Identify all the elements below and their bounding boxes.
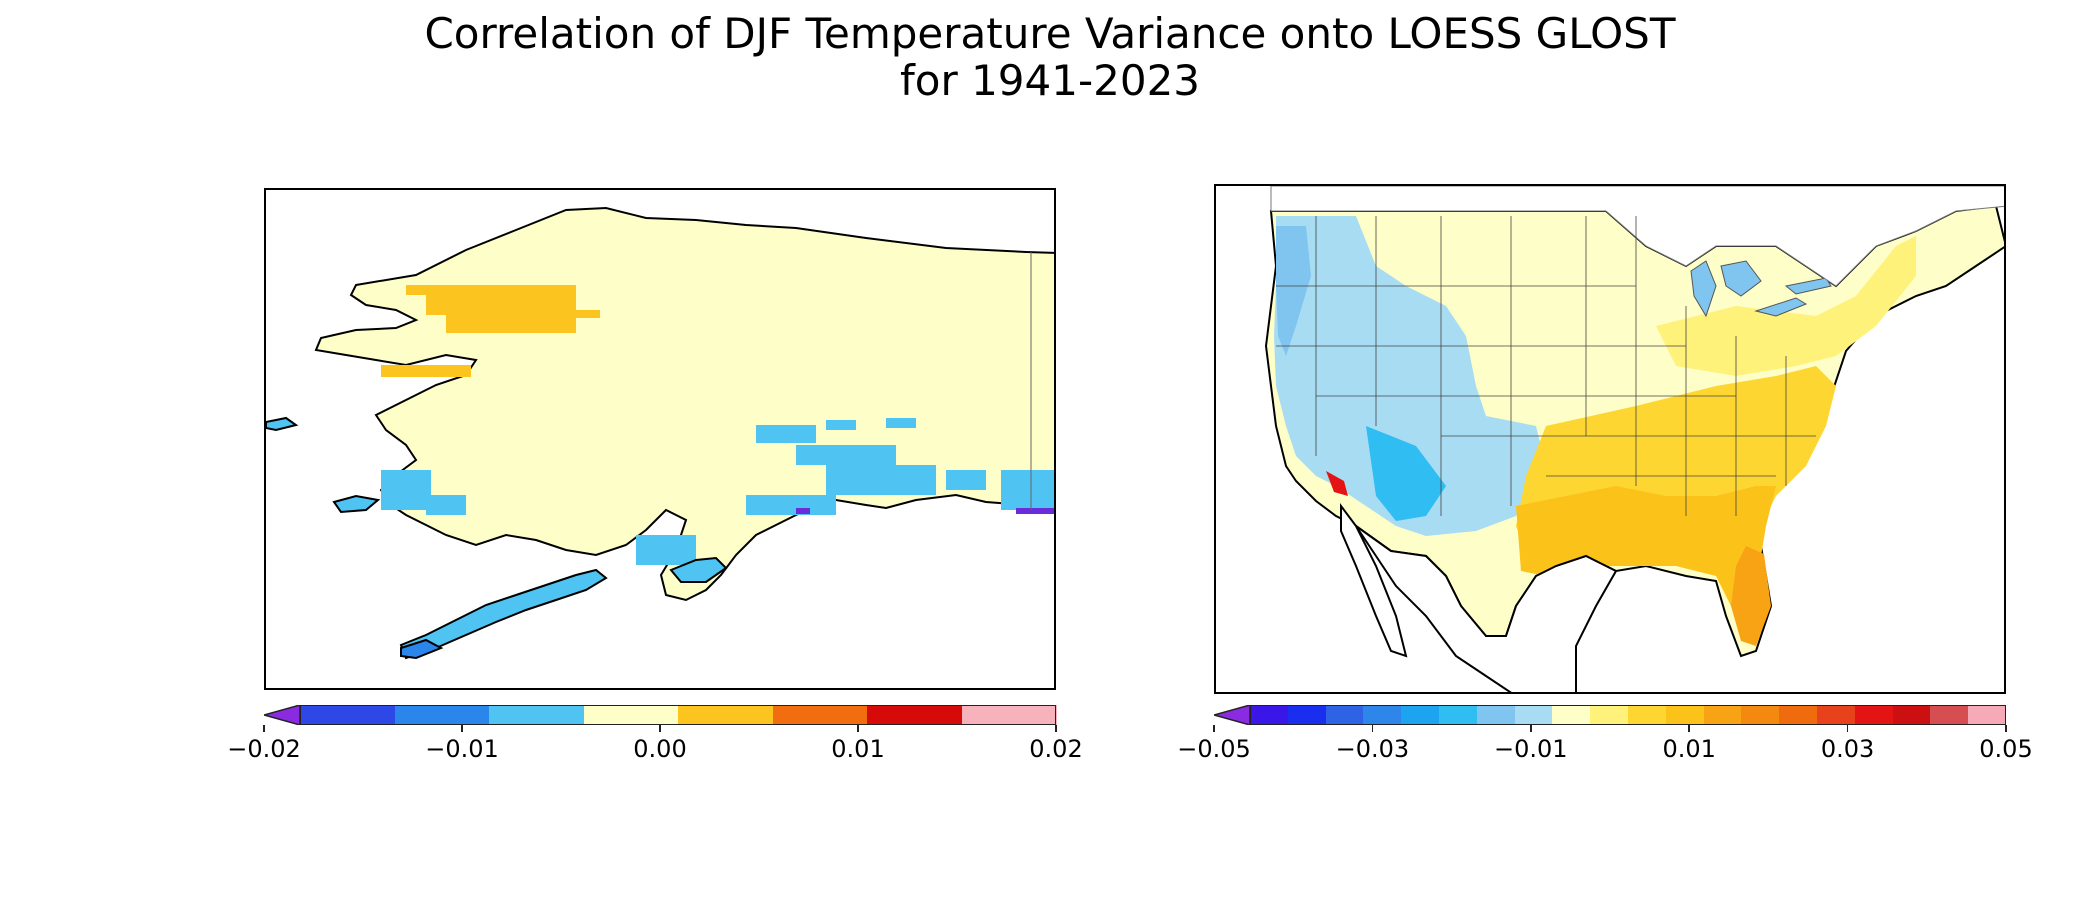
colorbar-tick: [659, 725, 661, 732]
colorbar-extend-arrow: [1214, 705, 1250, 725]
colorbar-bin: [1590, 705, 1629, 725]
colorbar-bin: [1779, 705, 1818, 725]
colorbar-tick-label: −0.01: [425, 735, 499, 763]
colorbar-bin: [1287, 705, 1327, 725]
west-blue-region: [1274, 216, 1546, 536]
alaska-blue-patch-1: [756, 425, 816, 443]
kodiak-island: [669, 556, 728, 583]
colorbar-tick-label: −0.03: [1335, 735, 1410, 763]
colorbar-extend-arrow: [264, 705, 300, 725]
colorbar-tick-label: 0.00: [633, 735, 687, 763]
colorbar-tick: [2005, 725, 2007, 732]
nunivak-island: [332, 494, 381, 514]
southwest-blue-region: [1366, 426, 1446, 521]
conus-map-panel: [1214, 184, 2006, 694]
colorbar-bin: [1892, 705, 1931, 725]
aleutian-west: [400, 638, 444, 660]
st-lawrence-island: [266, 416, 299, 432]
alaska-blue-patch-4: [796, 445, 896, 465]
west-mid-blue-region: [1276, 226, 1311, 356]
alaska-orange-patch-3: [446, 315, 576, 333]
colorbar-bin: [678, 705, 773, 725]
colorbar-bin: [1439, 705, 1478, 725]
figure-title: Correlation of DJF Temperature Variance …: [0, 10, 2100, 104]
conus-map: [1264, 186, 2004, 692]
colorbar-tick: [1213, 725, 1215, 732]
colorbar-bin: [1817, 705, 1856, 725]
alaska-blue-patch-11: [636, 535, 696, 565]
colorbar-bin: [1968, 705, 2007, 725]
alaska-colorbar: −0.02 −0.01 0.00 0.01 0.02: [227, 705, 1083, 763]
alaska-blue-patch-9: [381, 470, 431, 510]
colorbar-bin: [1930, 705, 1969, 725]
colorbar-bin: [1703, 705, 1742, 725]
colorbar-tick: [1530, 725, 1532, 732]
southeast-orange-region: [1516, 486, 1776, 616]
colorbar-tick: [461, 725, 463, 732]
colorbar-tick-label: 0.03: [1820, 735, 1875, 763]
colorbar-tick-label: −0.05: [1177, 735, 1251, 763]
colorbar-bin: [583, 705, 679, 725]
colorbar-tick: [1846, 725, 1849, 732]
conus-colorbar: −0.05 −0.03 −0.01 0.01 0.03 0.05: [1177, 705, 2033, 763]
alaska-blue-patch-2: [826, 420, 856, 430]
alaska-orange-patch-1: [406, 285, 576, 295]
colorbar-tick: [857, 725, 859, 732]
socal-red-spot: [1326, 471, 1348, 496]
east-yellow-region: [1656, 236, 1916, 376]
alaska-blue-patch-3: [886, 418, 916, 428]
colorbar-bin: [1628, 705, 1667, 725]
canada-outline: [1270, 186, 2004, 287]
colorbar-bin: [1741, 705, 1780, 725]
colorbar-tick-label: −0.01: [1494, 735, 1568, 763]
alaska-orange-patch-2: [426, 295, 576, 315]
title-line-1: Correlation of DJF Temperature Variance …: [424, 9, 1676, 58]
colorbar-bin: [1325, 705, 1364, 725]
colorbar-tick-label: −0.02: [227, 735, 301, 763]
colorbar-bin: [1854, 705, 1894, 725]
alaska-purple-patch-2: [796, 508, 810, 514]
colorbar-frame: [1250, 705, 2006, 725]
colorbar-bin: [961, 705, 1057, 725]
alaska-blue-patch-6: [946, 470, 986, 490]
alaska-blue-patch-10: [426, 495, 466, 515]
colorbar-bin: [300, 705, 395, 725]
alaska-blue-patch-7: [1001, 470, 1054, 510]
colorbar-bin: [1514, 705, 1553, 725]
colorbar-tick-label: 0.01: [1662, 735, 1716, 763]
colorbar-bin: [1250, 705, 1289, 725]
colorbar-bin: [1476, 705, 1516, 725]
mexico-outline: [1355, 525, 1618, 692]
colorbar-bin: [489, 705, 584, 725]
colorbar-tick-label: 0.05: [1979, 735, 2033, 763]
alaska-map: [266, 206, 1054, 660]
colorbar-bin: [1401, 705, 1440, 725]
alaska-purple-patch-1: [1016, 508, 1054, 514]
alaska-orange-patch-4: [576, 310, 600, 318]
colorbar-frame: [300, 705, 1056, 725]
colorbar-tick: [263, 725, 265, 732]
colorbar-tick: [1371, 725, 1374, 732]
alaska-blue-patch-8: [746, 495, 836, 515]
colorbar-tick: [1688, 725, 1690, 732]
colorbar-tick: [1055, 725, 1057, 732]
colorbar-bin: [394, 705, 490, 725]
colorbar-bin: [1363, 705, 1402, 725]
colorbar-bin: [1552, 705, 1591, 725]
colorbar-bin: [772, 705, 868, 725]
aleutian-islands: [399, 568, 608, 660]
colorbar-bin: [867, 705, 962, 725]
baja-california: [1340, 503, 1408, 658]
alaska-blue-patch-5: [826, 465, 936, 495]
colorbar-tick-label: 0.01: [831, 735, 885, 763]
state-borders: [1276, 216, 1816, 516]
alaska-map-panel: [264, 188, 1056, 690]
title-line-2: for 1941-2023: [899, 56, 1201, 105]
florida-orange-region: [1731, 546, 1771, 646]
alaska-orange-patch-5: [381, 365, 471, 377]
colorbar-tick-label: 0.02: [1029, 735, 1083, 763]
colorbar-bin: [1665, 705, 1705, 725]
